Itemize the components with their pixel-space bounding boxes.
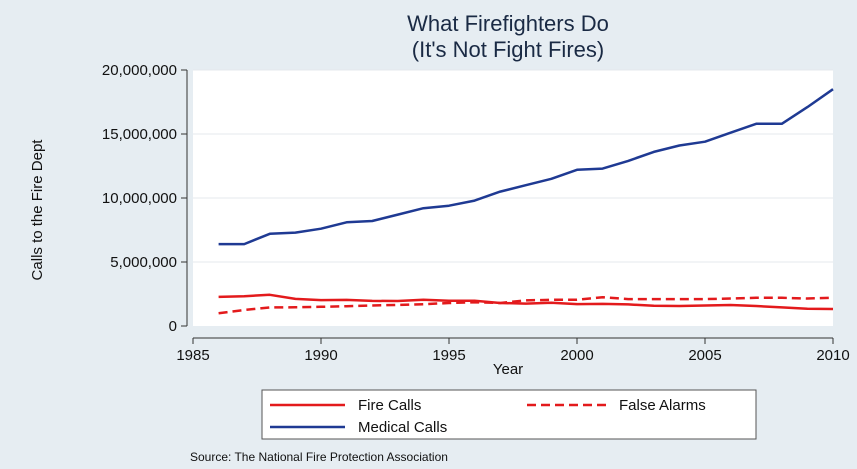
x-tick-label-1: 1990 <box>304 347 337 364</box>
legend-box <box>261 389 757 440</box>
series-line-fire-calls <box>218 293 834 311</box>
series-line-false-alarms <box>218 295 834 315</box>
x-tick-labels: 1985 1990 1995 2000 2005 2010 <box>176 347 849 364</box>
y-tick-label-2: 10,000,000 <box>102 190 177 207</box>
x-tick-label-3: 2000 <box>560 347 593 364</box>
y-axis-label: Calls to the Fire Dept <box>29 139 46 281</box>
source-note: Source: The National Fire Protection Ass… <box>190 450 448 464</box>
chart-title: What Firefighters Do <box>407 11 609 36</box>
legend: Fire Calls False Alarms Medical Calls <box>261 389 757 440</box>
legend-label-medical-calls: Medical Calls <box>358 419 447 436</box>
y-tick-label-4: 20,000,000 <box>102 62 177 79</box>
x-tick-label-0: 1985 <box>176 347 209 364</box>
y-tick-labels: 0 5,000,000 10,000,000 15,000,000 20,000,000 <box>102 62 177 335</box>
x-axis-label: Year <box>493 361 523 378</box>
legend-label-false-alarms: False Alarms <box>619 397 706 414</box>
x-tick-label-4: 2005 <box>688 347 721 364</box>
x-tick-label-2: 1995 <box>432 347 465 364</box>
y-tick-label-3: 15,000,000 <box>102 126 177 143</box>
series <box>218 88 834 315</box>
y-tick-label-0: 0 <box>169 318 177 335</box>
legend-label-fire-calls: Fire Calls <box>358 397 421 414</box>
y-tick-label-1: 5,000,000 <box>110 254 177 271</box>
legend-entries: Fire Calls False Alarms Medical Calls <box>270 397 706 436</box>
chart-subtitle: (It's Not Fight Fires) <box>412 37 604 62</box>
x-tick-label-5: 2010 <box>816 347 849 364</box>
axes <box>181 69 834 344</box>
series-line-medical-calls <box>218 88 834 246</box>
